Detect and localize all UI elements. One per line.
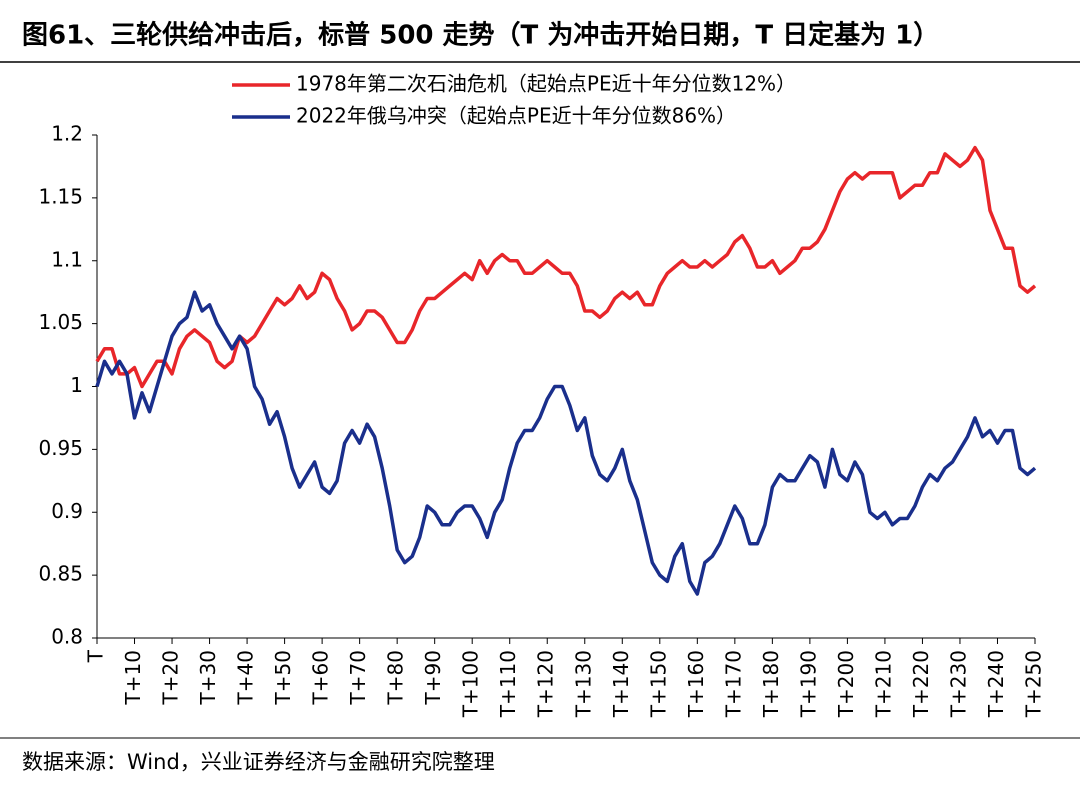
x-tick-label: T+250 xyxy=(1022,650,1046,718)
x-tick-label: T+160 xyxy=(684,650,708,718)
x-tick-label: T+70 xyxy=(346,650,370,705)
x-tick-label: T+220 xyxy=(909,650,933,718)
x-tick-label: T+200 xyxy=(834,650,858,718)
x-tick-label: T+130 xyxy=(571,650,595,718)
x-tick-label: T+40 xyxy=(234,650,258,705)
x-tick-label: T+170 xyxy=(721,650,745,718)
y-tick-label: 1 xyxy=(70,373,83,397)
y-tick-label: 1.2 xyxy=(51,122,83,146)
x-tick-label: T+210 xyxy=(871,650,895,718)
x-tick-label: T+20 xyxy=(159,650,183,705)
x-tick-label: T+60 xyxy=(309,650,333,705)
x-tick-label: T+50 xyxy=(271,650,295,705)
x-tick-label: T+80 xyxy=(384,650,408,705)
series-line xyxy=(95,290,1037,596)
y-tick-label: 0.8 xyxy=(51,625,83,649)
x-tick-label: T+120 xyxy=(534,650,558,718)
x-tick-label: T+100 xyxy=(459,650,483,718)
x-tick-label: T+150 xyxy=(646,650,670,718)
x-tick-label: T+90 xyxy=(421,650,445,705)
y-tick-label: 0.85 xyxy=(38,562,83,586)
chart-title: 图61、三轮供给冲击后，标普 500 走势（T 为冲击开始日期，T 日定基为 1… xyxy=(22,20,939,51)
x-tick-label: T+30 xyxy=(196,650,220,705)
x-tick-label: T+180 xyxy=(759,650,783,718)
x-tick-label: T+230 xyxy=(946,650,970,718)
series-line xyxy=(95,145,1037,389)
legend-label: 1978年第二次石油危机（起始点PE近十年分位数12%） xyxy=(296,72,796,96)
x-tick-label: T+140 xyxy=(609,650,633,718)
x-tick-label: T+10 xyxy=(121,650,145,705)
x-tick-label: T+190 xyxy=(796,650,820,718)
y-tick-label: 1.15 xyxy=(38,184,83,208)
x-tick-label: T xyxy=(84,649,108,663)
y-tick-label: 0.95 xyxy=(38,436,83,460)
legend-label: 2022年俄乌冲突（起始点PE近十年分位数86%） xyxy=(296,104,736,128)
y-tick-label: 0.9 xyxy=(51,499,83,523)
x-tick-label: T+110 xyxy=(496,650,520,718)
y-tick-label: 1.1 xyxy=(51,247,83,271)
y-tick-label: 1.05 xyxy=(38,310,83,334)
x-tick-label: T+240 xyxy=(984,650,1008,718)
source-note: 数据来源：Wind，兴业证券经济与金融研究院整理 xyxy=(22,750,495,774)
